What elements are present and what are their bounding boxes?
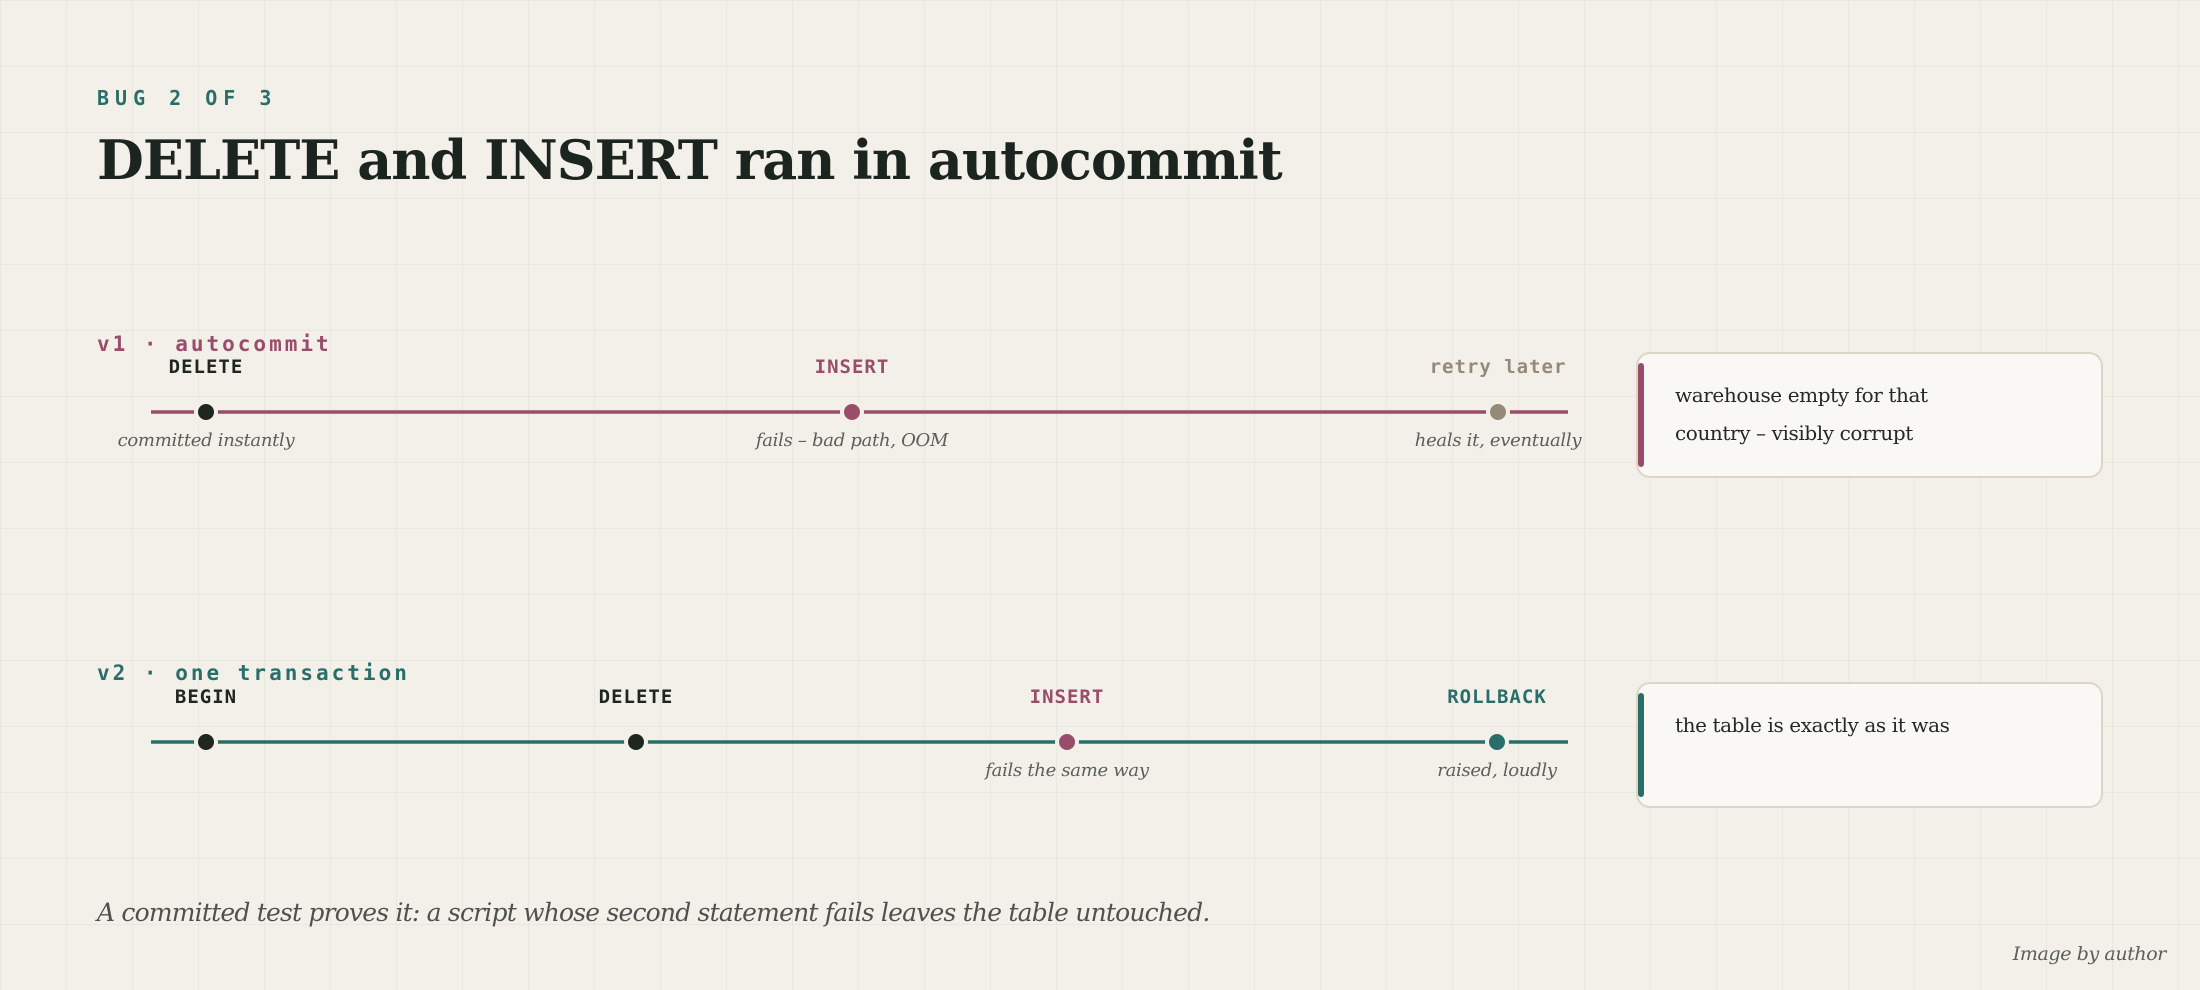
caption: A committed test proves it: a script who… bbox=[97, 898, 1210, 927]
v1-step-note: committed instantly bbox=[117, 430, 295, 451]
v1-step-label: INSERT bbox=[814, 356, 890, 378]
v1-step-note: heals it, eventually bbox=[1414, 430, 1582, 451]
v2-step-label: ROLLBACK bbox=[1447, 686, 1547, 708]
v1-step-marker bbox=[194, 400, 218, 424]
v2-step-marker bbox=[1055, 730, 1079, 754]
image-credit: Image by author bbox=[2012, 943, 2167, 965]
v2-step-note: fails the same way bbox=[985, 760, 1149, 781]
v1-step-marker bbox=[840, 400, 864, 424]
v1-outcome-accent bbox=[1638, 363, 1644, 467]
page-title: DELETE and INSERT ran in autocommit bbox=[97, 128, 1283, 192]
v1-timeline bbox=[151, 400, 1568, 424]
v1-outcome-card: warehouse empty for that country – visib… bbox=[1636, 352, 2103, 478]
v2-step-label: BEGIN bbox=[174, 686, 238, 708]
v2-step-marker bbox=[1485, 730, 1509, 754]
v1-step-marker bbox=[1486, 400, 1510, 424]
v1-step-note: fails – bad path, OOM bbox=[755, 430, 949, 451]
v1-row-label: v1 · autocommit bbox=[97, 332, 332, 356]
v2-step-label: DELETE bbox=[598, 686, 674, 708]
v2-outcome-card: the table is exactly as it was bbox=[1636, 682, 2103, 808]
v1-step-label: DELETE bbox=[168, 356, 244, 378]
v2-step-marker bbox=[624, 730, 648, 754]
v2-outcome-accent bbox=[1638, 693, 1644, 797]
bug-counter: BUG 2 OF 3 bbox=[97, 86, 278, 110]
v2-step-marker bbox=[194, 730, 218, 754]
v2-timeline bbox=[151, 730, 1568, 754]
v1-outcome-text: warehouse empty for that country – visib… bbox=[1675, 383, 1928, 445]
v2-step-note: raised, loudly bbox=[1437, 760, 1557, 781]
v2-step-label: INSERT bbox=[1029, 686, 1105, 708]
v2-outcome-text: the table is exactly as it was bbox=[1675, 713, 1950, 737]
v1-step-label: retry later bbox=[1429, 356, 1567, 378]
v2-row-label: v2 · one transaction bbox=[97, 661, 410, 685]
